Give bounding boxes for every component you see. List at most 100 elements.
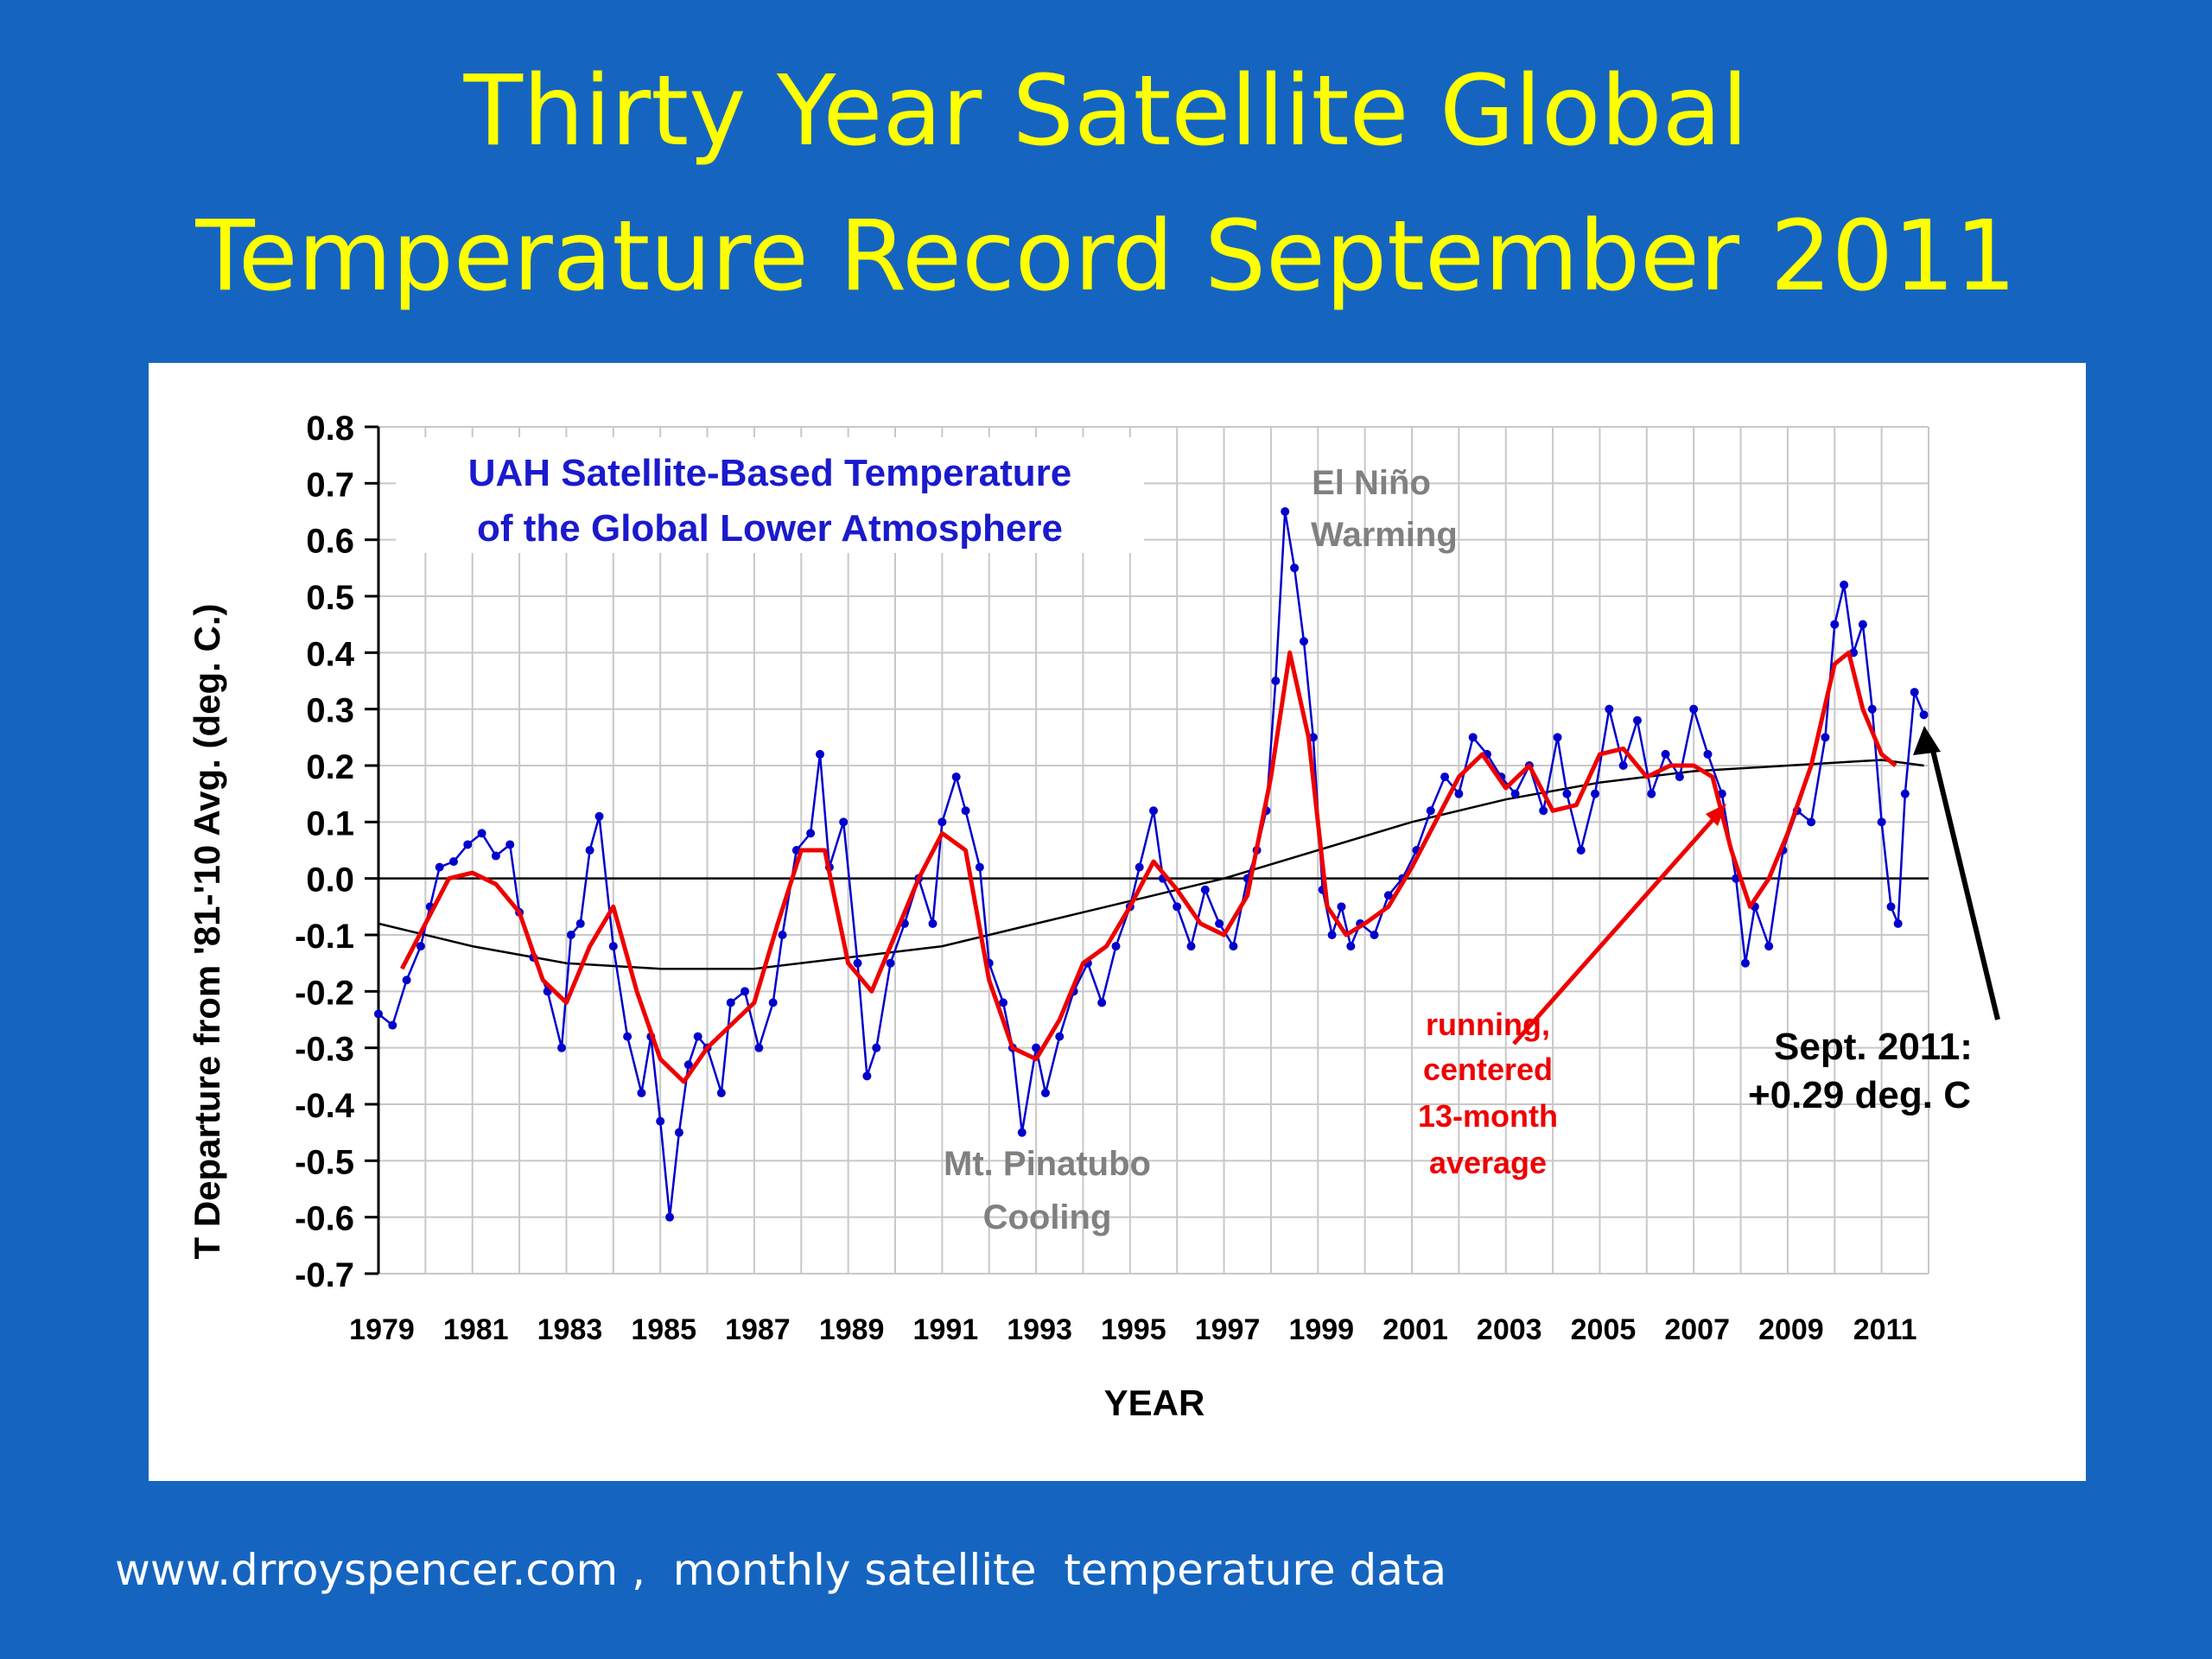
chart-grid <box>378 426 1929 1274</box>
monthly-data-point <box>1337 902 1346 912</box>
monthly-data-point <box>1689 704 1699 714</box>
monthly-data-point <box>961 806 970 816</box>
x-tick-label: 1993 <box>1007 1313 1072 1346</box>
monthly-data-point <box>575 918 585 928</box>
monthly-data-point <box>674 1128 683 1137</box>
chart-title-line-1: UAH Satellite-Based Temperature <box>468 452 1072 494</box>
monthly-data-point <box>388 1020 397 1030</box>
monthly-data-point <box>1632 715 1642 725</box>
chart-title-line-2: of the Global Lower Atmosphere <box>477 507 1063 550</box>
x-tick-label: 1989 <box>819 1313 885 1346</box>
y-tick-label: -0.4 <box>295 1087 355 1125</box>
pinatubo-annotation-line-1: Mt. Pinatubo <box>944 1145 1151 1183</box>
x-tick-label: 1981 <box>443 1313 509 1346</box>
monthly-data-point <box>1055 1032 1065 1041</box>
monthly-data-point <box>1830 620 1840 629</box>
y-tick-label: 0.8 <box>306 410 354 448</box>
monthly-data-point <box>999 998 1008 1007</box>
y-tick-label: -0.2 <box>295 974 354 1012</box>
monthly-data-point <box>1229 942 1238 951</box>
y-tick-label: -0.7 <box>295 1256 354 1294</box>
slide-title: Thirty Year Satellite Global Temperature… <box>0 39 2212 329</box>
monthly-data-point <box>566 931 575 939</box>
monthly-data-point <box>1370 931 1379 939</box>
monthly-data-point <box>374 1009 383 1019</box>
monthly-data-point <box>1886 902 1896 912</box>
monthly-data-point <box>1893 918 1903 928</box>
monthly-data-point <box>778 931 787 939</box>
monthly-data-point <box>806 829 816 838</box>
monthly-data-point <box>1900 789 1910 798</box>
monthly-data-point <box>951 772 961 782</box>
monthly-data-point <box>1740 958 1750 968</box>
x-tick-label: 1997 <box>1195 1313 1261 1346</box>
monthly-data-point <box>1661 749 1670 759</box>
monthly-data-point <box>938 817 947 827</box>
pinatubo-annotation-line-2: Cooling <box>983 1198 1112 1236</box>
monthly-data-point <box>1576 846 1586 855</box>
y-axis-label: T Departure from '81-'10 Avg. (deg. C.) <box>187 604 227 1260</box>
monthly-data-point <box>1605 704 1614 714</box>
monthly-data-point <box>872 1043 881 1052</box>
running-mean-arrow <box>1512 810 1721 1046</box>
monthly-data-point <box>1173 902 1182 912</box>
monthly-data-point <box>1591 789 1600 798</box>
monthly-data-point <box>1821 733 1830 742</box>
running-mean-label-line-4: average <box>1429 1145 1547 1180</box>
monthly-data-point <box>1468 733 1478 742</box>
monthly-data-point <box>416 942 425 951</box>
monthly-data-point <box>1454 789 1464 798</box>
y-tick-label: 0.6 <box>306 523 354 561</box>
monthly-data-point <box>1764 942 1774 951</box>
monthly-data-point <box>754 1043 764 1052</box>
x-tick-label: 1991 <box>913 1313 979 1346</box>
monthly-data-point <box>1553 733 1562 742</box>
monthly-data-point <box>637 1088 646 1097</box>
x-tick-label: 2007 <box>1664 1313 1730 1346</box>
monthly-data-point <box>1017 1128 1027 1137</box>
x-tick-labels: 1979 1981 1983 1985 1987 1989 1991 1993 1995 1997… <box>349 1313 1916 1346</box>
chart-panel: 0.8 0.7 0.6 0.5 0.4 0.3 0.2 0.1 0.0 -0.1 -0.2 -0.3 -… <box>149 363 2086 1481</box>
monthly-data-point <box>726 998 735 1007</box>
monthly-data-point <box>1510 789 1520 798</box>
monthly-data-point <box>1215 918 1224 928</box>
y-tick-label: 0.0 <box>306 861 354 899</box>
monthly-data-point <box>1717 789 1726 798</box>
monthly-data-point <box>693 1032 702 1041</box>
monthly-data-point <box>1919 710 1929 720</box>
x-tick-label: 2005 <box>1571 1313 1637 1346</box>
y-tick-label: 0.4 <box>306 635 354 673</box>
y-tick-label: -0.1 <box>295 918 354 956</box>
monthly-data-point <box>886 958 895 968</box>
monthly-data-point <box>1877 817 1886 827</box>
monthly-data-point <box>1186 942 1196 951</box>
monthly-data-point <box>768 998 778 1007</box>
monthly-data-point <box>816 749 825 759</box>
source-footer: www.drroyspencer.com , monthly satellite… <box>115 1545 1447 1595</box>
chart-axes <box>365 425 1929 1275</box>
monthly-data-point <box>491 851 500 861</box>
monthly-data-point <box>1281 507 1290 516</box>
y-tick-labels: 0.8 0.7 0.6 0.5 0.4 0.3 0.2 0.1 0.0 -0.1 -0.2 -0.3 -… <box>295 410 355 1294</box>
monthly-data-point <box>585 846 594 855</box>
y-tick-label: 0.1 <box>306 804 354 842</box>
slide-title-line-1: Thirty Year Satellite Global <box>463 55 1749 168</box>
x-tick-label: 1987 <box>725 1313 791 1346</box>
slide-title-line-2: Temperature Record September 2011 <box>195 200 2017 313</box>
monthly-data-point <box>1271 677 1281 685</box>
monthly-data-point <box>1539 806 1548 816</box>
monthly-data-point <box>1867 704 1877 714</box>
x-tick-label: 1985 <box>631 1313 696 1346</box>
monthly-data-point <box>505 840 515 849</box>
monthly-data-point <box>665 1212 675 1222</box>
monthly-data-point <box>716 1088 726 1097</box>
monthly-data-point <box>1040 1088 1050 1097</box>
el-nino-annotation-line-1: El Niño <box>1312 464 1431 502</box>
monthly-data-point <box>1562 789 1572 798</box>
monthly-data-point <box>1308 733 1318 742</box>
y-tick-label: 0.3 <box>306 692 354 730</box>
x-tick-label: 1979 <box>349 1313 415 1346</box>
monthly-data-point <box>463 840 473 849</box>
x-axis-label: YEAR <box>1104 1382 1205 1423</box>
temperature-chart: 0.8 0.7 0.6 0.5 0.4 0.3 0.2 0.1 0.0 -0.1 -0.2 -0.3 -… <box>187 410 2000 1423</box>
